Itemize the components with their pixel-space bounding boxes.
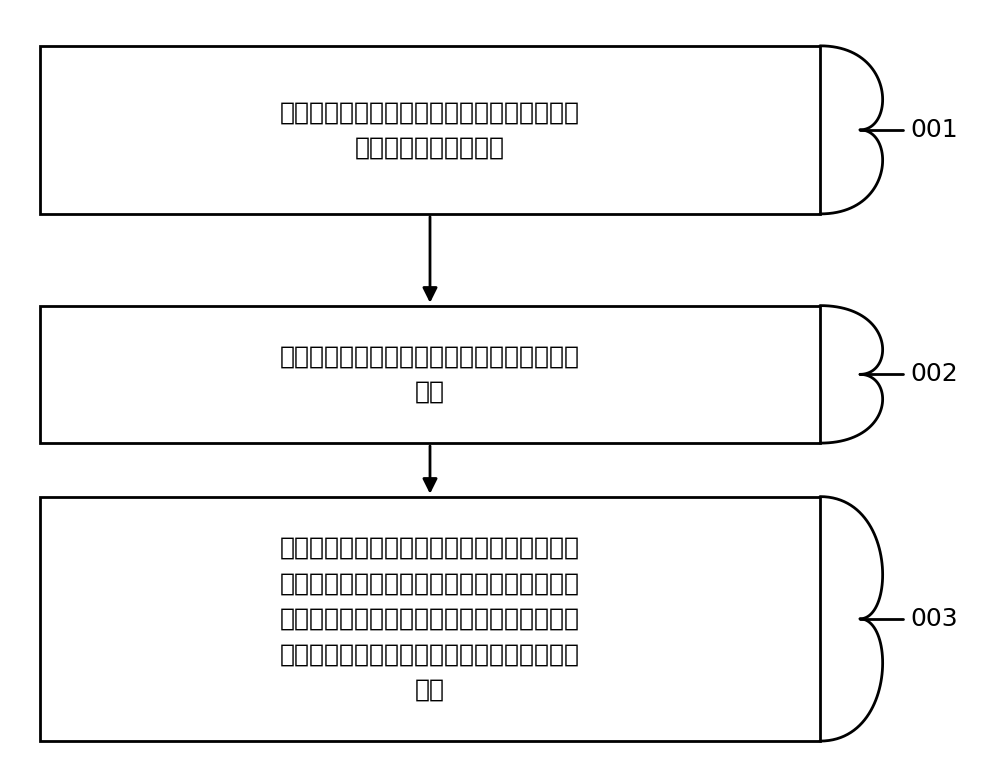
Text: 获取人体在每个运动意图强烈等级时所述机器
人的若干实验检测数据: 获取人体在每个运动意图强烈等级时所述机器 人的若干实验检测数据 (280, 100, 580, 160)
Text: 001: 001 (910, 118, 958, 142)
Text: 002: 002 (910, 362, 958, 387)
FancyBboxPatch shape (40, 497, 820, 741)
Text: 对所述若干实验检测数据进行滤波，剔除异常
数据: 对所述若干实验检测数据进行滤波，剔除异常 数据 (280, 345, 580, 404)
Text: 003: 003 (910, 607, 958, 631)
Text: 将每个运动意图强烈等级分别作为一个类，利
用所述若干实验检测数据进行分类模型训练，
得到每个类的分类特征值，每个类的分类特征
值分别代表每个运动意图强烈等级的检: 将每个运动意图强烈等级分别作为一个类，利 用所述若干实验检测数据进行分类模型训练… (280, 536, 580, 701)
FancyBboxPatch shape (40, 46, 820, 214)
FancyBboxPatch shape (40, 306, 820, 443)
